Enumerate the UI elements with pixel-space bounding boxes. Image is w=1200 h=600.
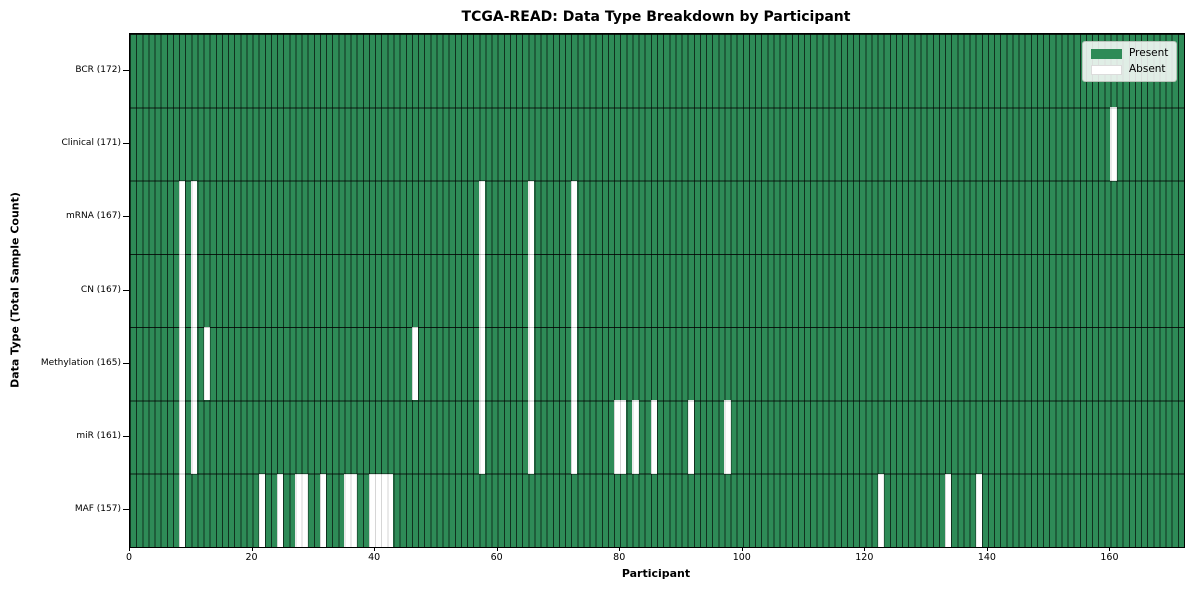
absent-cell-maf-138 — [975, 473, 982, 547]
x-tick-label-0: 0 — [125, 552, 133, 563]
absent-cell-maf-35 — [344, 473, 351, 547]
absent-cell-mir-57 — [479, 400, 486, 474]
legend-label-present: Present — [1129, 47, 1169, 59]
chart-title: TCGA-READ: Data Type Breakdown by Partic… — [461, 9, 851, 25]
absent-cell-cn-10 — [191, 253, 198, 328]
absent-cell-methylation-12 — [203, 327, 210, 401]
y-tick-label-maf: MAF (157) — [74, 504, 121, 515]
absent-cell-mir-65 — [528, 400, 535, 474]
y-tick-mark — [123, 362, 129, 364]
y-tick-label-mrna: mRNA (167) — [66, 211, 121, 222]
absent-cell-mir-10 — [191, 400, 198, 474]
absent-cell-methylation-57 — [479, 327, 486, 401]
absent-cell-maf-24 — [277, 473, 284, 547]
absent-cell-maf-133 — [945, 473, 952, 547]
absent-cells-layer — [130, 34, 1184, 547]
x-axis-label: Participant — [621, 567, 691, 580]
absent-cell-mrna-72 — [571, 180, 578, 254]
absent-cell-mir-8 — [179, 400, 186, 474]
absent-cell-methylation-65 — [528, 327, 535, 401]
absent-cell-maf-122 — [877, 473, 884, 547]
absent-cell-mir-97 — [724, 400, 731, 474]
y-tick-mark — [123, 289, 129, 291]
y-tick-mark — [123, 69, 129, 71]
legend-label-absent: Absent — [1129, 63, 1166, 75]
absent-cell-mrna-10 — [191, 180, 198, 254]
y-tick-mark — [123, 142, 129, 144]
legend: Present Absent — [1082, 41, 1177, 82]
x-tick-label-160: 160 — [1100, 552, 1119, 563]
absent-cell-maf-41 — [381, 473, 388, 547]
absent-cell-clinical-160 — [1110, 107, 1117, 181]
absent-cell-mir-85 — [650, 400, 657, 474]
gridlines-over — [130, 34, 1184, 547]
absent-cell-mir-91 — [687, 400, 694, 474]
x-tick-mark — [251, 547, 253, 551]
absent-cell-cn-57 — [479, 253, 486, 328]
y-tick-label-mir: miR (161) — [76, 431, 121, 442]
absent-cell-cn-8 — [179, 253, 186, 328]
y-tick-label-methylation: Methylation (165) — [40, 357, 121, 368]
absent-cell-mir-79 — [614, 400, 621, 474]
absent-cell-mir-82 — [632, 400, 639, 474]
absent-cell-methylation-8 — [179, 327, 186, 401]
x-tick-mark — [741, 547, 743, 551]
absent-cell-maf-8 — [179, 473, 186, 547]
absent-cell-maf-31 — [319, 473, 327, 547]
x-tick-label-20: 20 — [245, 552, 258, 563]
x-tick-mark — [496, 547, 498, 551]
absent-cell-maf-39 — [368, 473, 376, 547]
legend-swatch-absent — [1091, 64, 1122, 75]
absent-cell-methylation-72 — [571, 327, 578, 401]
gridlines-under — [130, 34, 1184, 547]
legend-entry-present: Present — [1091, 48, 1168, 59]
absent-cell-cn-72 — [571, 253, 578, 328]
y-tick-mark — [123, 436, 129, 438]
heatmap-plot — [129, 33, 1185, 548]
x-tick-mark — [374, 547, 376, 551]
x-tick-mark — [1109, 547, 1111, 551]
x-tick-label-40: 40 — [368, 552, 381, 563]
absent-cell-mir-72 — [571, 400, 578, 474]
x-tick-label-100: 100 — [732, 552, 751, 563]
y-tick-mark — [123, 216, 129, 218]
absent-cell-mrna-8 — [179, 180, 186, 254]
absent-cell-mrna-65 — [528, 180, 535, 254]
absent-cell-cn-65 — [528, 253, 535, 328]
x-tick-label-120: 120 — [855, 552, 874, 563]
absent-cell-mrna-57 — [479, 180, 486, 254]
absent-cell-maf-27 — [295, 473, 302, 547]
x-tick-mark — [864, 547, 866, 551]
absent-cell-maf-42 — [387, 473, 394, 547]
y-tick-mark — [123, 509, 129, 511]
absent-cell-maf-21 — [258, 473, 265, 547]
y-tick-label-clinical: Clinical (171) — [61, 137, 121, 148]
absent-cell-maf-28 — [301, 473, 308, 547]
x-tick-mark — [129, 547, 130, 551]
x-tick-label-60: 60 — [490, 552, 503, 563]
y-tick-label-bcr: BCR (172) — [75, 64, 121, 75]
x-tick-label-140: 140 — [977, 552, 996, 563]
x-tick-label-80: 80 — [613, 552, 626, 563]
absent-cell-methylation-46 — [411, 327, 418, 401]
x-tick-mark — [619, 547, 621, 551]
y-tick-label-cn: CN (167) — [80, 284, 121, 295]
legend-swatch-present — [1091, 48, 1122, 59]
legend-entry-absent: Absent — [1091, 64, 1168, 75]
absent-cell-mir-80 — [620, 400, 627, 474]
x-tick-mark — [986, 547, 988, 551]
absent-cell-maf-36 — [350, 473, 357, 547]
absent-cell-methylation-10 — [191, 327, 198, 401]
absent-cell-maf-40 — [375, 473, 382, 547]
